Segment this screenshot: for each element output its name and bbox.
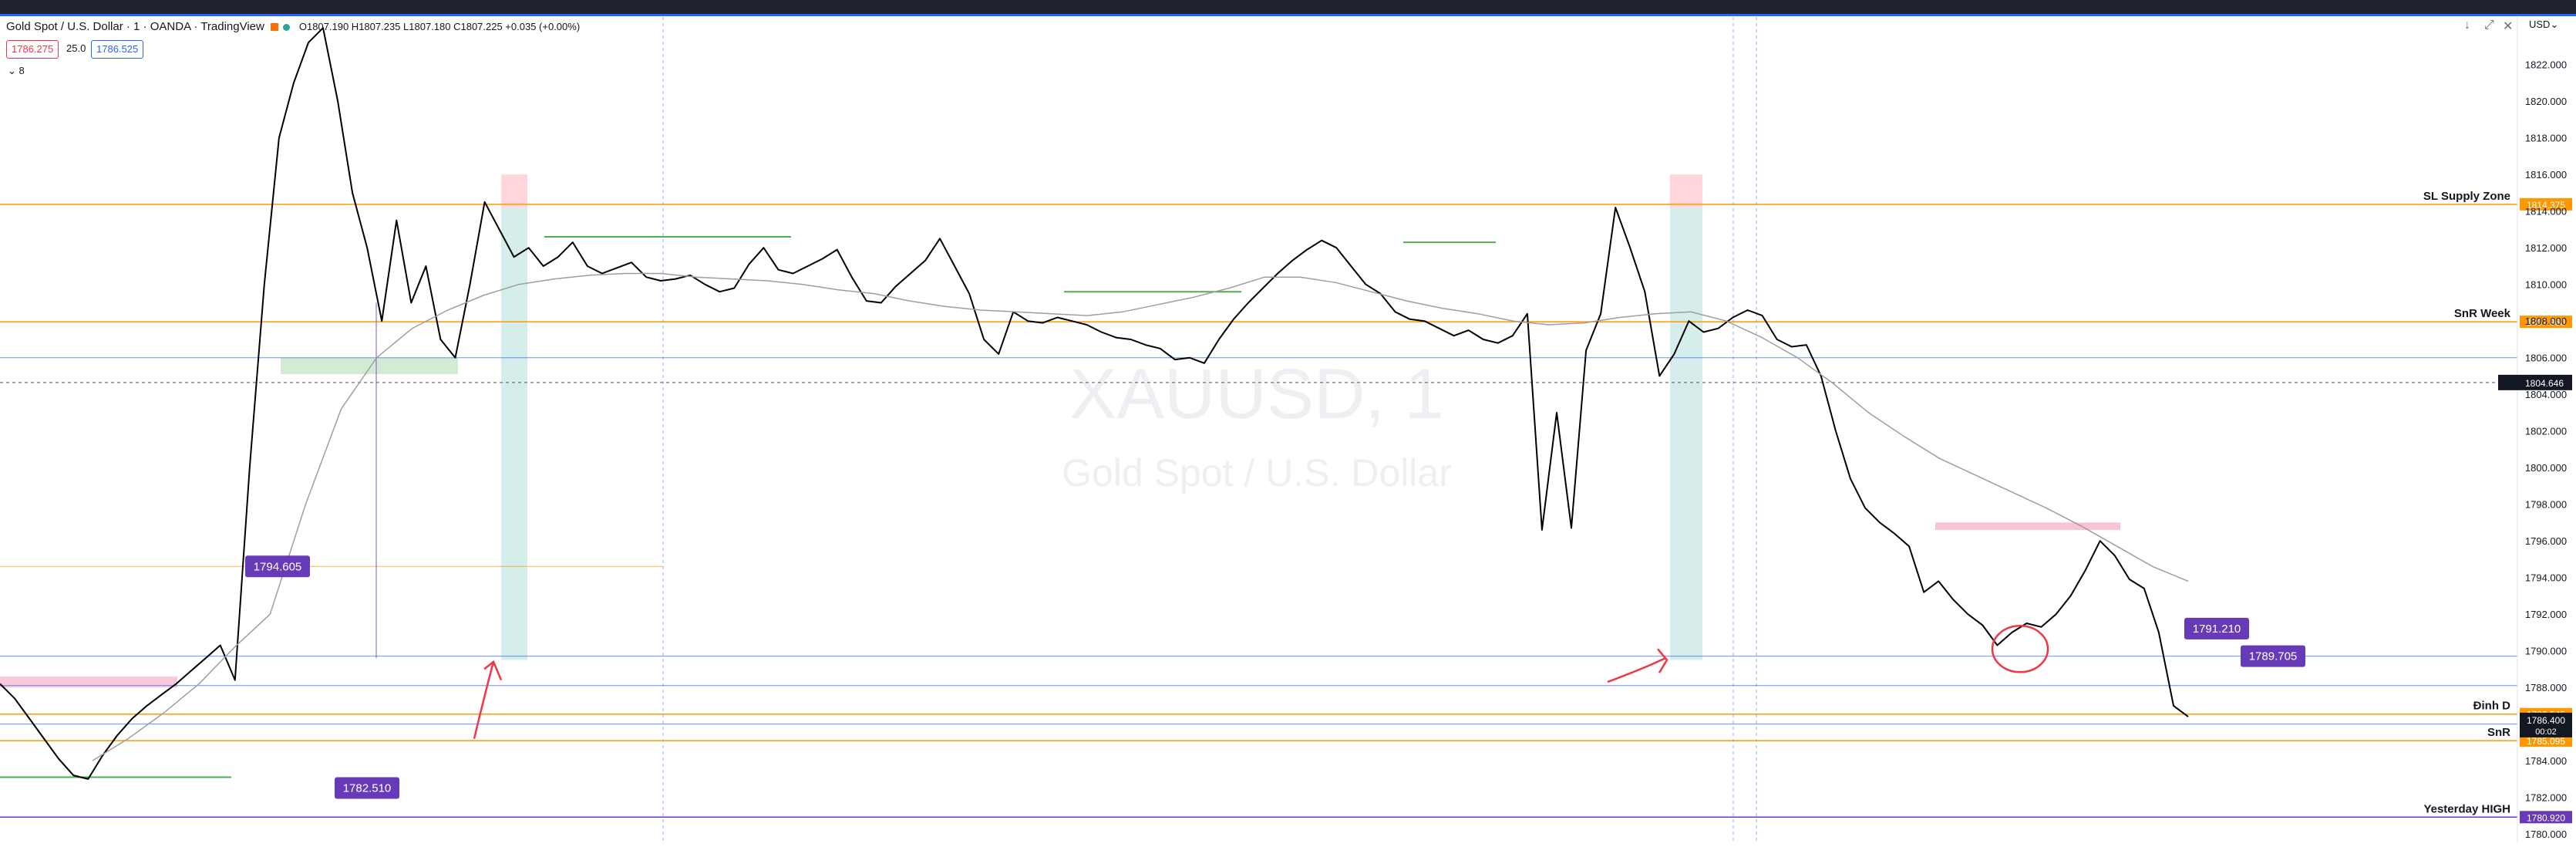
spread-value: 25.0 [62,40,91,57]
price-tick-label: 1808.000 [2525,316,2567,327]
stop-zone[interactable] [501,174,527,208]
price-series-line[interactable] [0,27,2189,780]
price-tick-label: 1804.000 [2525,389,2567,400]
price-tick-label: 1812.000 [2525,242,2567,254]
callout-box [2241,645,2305,667]
axis-price-tag-text: 1785.095 [2527,736,2565,747]
ohlc-values: O1807.190 H1807.235 L1807.180 C1807.225 … [298,21,581,32]
price-tick-label: 1822.000 [2525,59,2567,71]
price-tick-label: 1802.000 [2525,426,2567,437]
price-tick-label: 1810.000 [2525,279,2567,291]
level-label: SnR [2487,726,2510,739]
last-price-text: 1786.400 [2527,715,2565,726]
price-tick-label: 1782.000 [2525,792,2567,804]
watermark-symbol: XAUUSD, 1 [1069,355,1444,434]
crosshair-price-tag [2498,374,2572,390]
ask-price[interactable]: 1786.525 [91,40,144,59]
price-tick-label: 1818.000 [2525,133,2567,144]
axis-price-tag [2520,811,2572,824]
currency-selector[interactable]: USD⌄ [2529,19,2559,30]
price-tick-label: 1800.000 [2525,462,2567,474]
axis-price-tag [2520,197,2572,211]
price-axis[interactable] [2517,17,2576,843]
demand-zone[interactable] [281,357,458,375]
bar-countdown-text: 00:02 [2535,727,2557,737]
price-tick-label: 1794.000 [2525,572,2567,584]
circle-annotation[interactable] [1991,625,2049,673]
level-label: SnR Week [2454,307,2511,320]
moving-average-line[interactable] [92,272,2189,761]
long-position-zone[interactable] [501,207,527,660]
callout-box [335,777,399,799]
crosshair-price-text: 1804.646 [2525,378,2564,389]
level-label: Yesterday HIGH [2423,802,2510,815]
price-tick-label: 1784.000 [2525,755,2567,767]
axis-price-tag [2520,316,2572,329]
supply-zone[interactable] [0,676,177,688]
indicators-toggle[interactable]: ⌄ 8 [8,65,25,76]
price-callout[interactable]: 1789.705 [2241,645,2305,667]
price-callout[interactable]: 1794.605 [245,555,310,578]
long-position-zone[interactable] [1670,207,1702,660]
stop-zone[interactable] [1670,174,1702,208]
callout-box [2184,617,2249,639]
symbol-header[interactable]: Gold Spot / U.S. Dollar · 1 · OANDA · Tr… [6,20,580,33]
callout-box [245,555,310,578]
price-tick-label: 1788.000 [2525,682,2567,693]
top-toolbar [0,0,2576,14]
watermark-description: Gold Spot / U.S. Dollar [1062,451,1452,494]
callout-text: 1791.210 [2193,623,2241,636]
toolbar-accent-line [0,14,2576,16]
price-tick-label: 1816.000 [2525,169,2567,181]
price-tick-label: 1780.000 [2525,828,2567,840]
maximize-icon[interactable]: ⤢ [2484,19,2494,32]
flag-icon[interactable] [270,23,278,32]
scroll-down-icon[interactable]: ↓ [2464,19,2470,32]
price-tick-label: 1798.000 [2525,499,2567,511]
market-open-icon [282,23,290,31]
price-tick-label: 1820.000 [2525,96,2567,107]
close-icon[interactable]: ✕ [2503,20,2514,33]
callout-text: 1789.705 [2249,650,2298,663]
price-callout[interactable]: 1782.510 [335,777,399,799]
price-tick-label: 1790.000 [2525,646,2567,657]
price-tick-label: 1806.000 [2525,353,2567,364]
bid-price[interactable]: 1786.275 [6,40,59,59]
axis-price-tag-text: 1807.960 [2527,317,2565,328]
supply-zone[interactable] [1935,522,2120,530]
level-label: SL Supply Zone [2423,190,2510,203]
axis-price-tag-text: 1814.375 [2527,200,2565,211]
level-label: Đinh D [2473,700,2510,713]
price-callout[interactable]: 1791.210 [2184,617,2249,639]
axis-price-tag-text: 1780.920 [2527,812,2565,823]
price-tick-label: 1792.000 [2525,609,2567,620]
last-price-tag [2520,712,2572,737]
axis-price-tag [2520,734,2572,747]
symbol-title[interactable]: Gold Spot / U.S. Dollar · 1 · OANDA · Tr… [6,20,264,33]
price-tick-label: 1796.000 [2525,535,2567,547]
price-tick-label: 1814.000 [2525,206,2567,218]
callout-text: 1794.605 [254,560,302,573]
arrow-annotation[interactable] [1607,648,1669,683]
callout-text: 1782.510 [343,782,392,795]
arrow-annotation[interactable] [473,660,503,739]
